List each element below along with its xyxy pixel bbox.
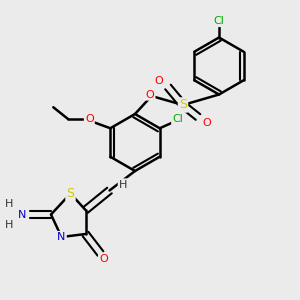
Text: O: O — [85, 114, 94, 124]
Text: O: O — [154, 76, 164, 86]
Text: O: O — [99, 254, 108, 265]
Text: N: N — [57, 232, 66, 242]
Text: O: O — [146, 89, 154, 100]
Text: H: H — [5, 220, 13, 230]
Text: S: S — [179, 98, 187, 112]
Text: Cl: Cl — [172, 114, 183, 124]
Text: H: H — [5, 199, 13, 209]
Text: O: O — [202, 118, 211, 128]
Text: Cl: Cl — [214, 16, 224, 26]
Text: S: S — [67, 187, 74, 200]
Text: N: N — [18, 209, 27, 220]
Text: H: H — [119, 179, 127, 190]
